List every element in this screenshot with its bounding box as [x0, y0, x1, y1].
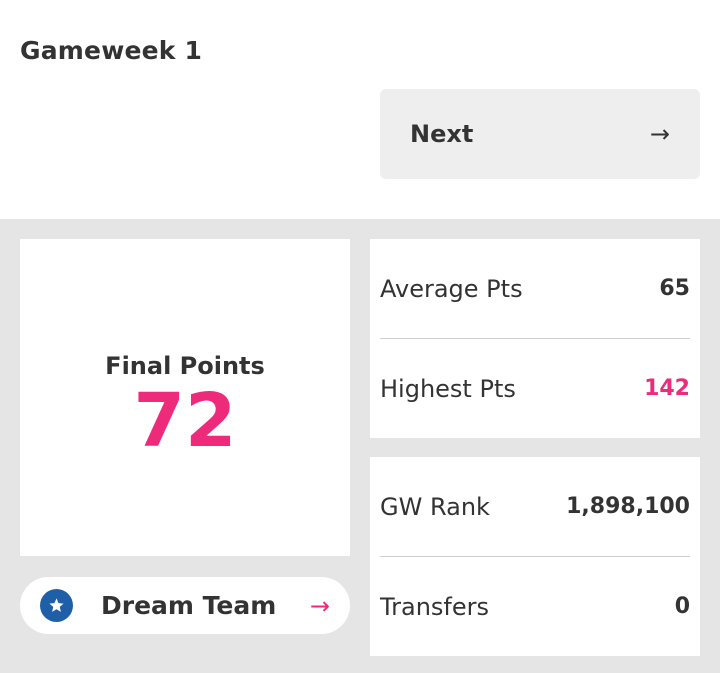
final-points-label: Final Points: [105, 351, 265, 380]
stat-row-highest[interactable]: Highest Pts 142: [380, 338, 690, 438]
highest-pts-label: Highest Pts: [380, 374, 516, 403]
dream-team-label: Dream Team: [101, 591, 277, 620]
next-button[interactable]: Next →: [380, 89, 700, 179]
stats-card-points: Average Pts 65 Highest Pts 142: [370, 239, 700, 438]
gw-rank-value: 1,898,100: [566, 494, 690, 519]
transfers-label: Transfers: [380, 592, 490, 621]
final-points-card: Final Points 72: [20, 239, 350, 556]
star-icon: [40, 589, 73, 622]
stat-row-average: Average Pts 65: [380, 239, 690, 338]
stats-card-rank: GW Rank 1,898,100 Transfers 0: [370, 457, 700, 656]
average-pts-label: Average Pts: [380, 274, 523, 303]
stat-row-gw-rank: GW Rank 1,898,100: [380, 457, 690, 556]
dream-team-button[interactable]: Dream Team →: [20, 577, 350, 634]
gw-rank-label: GW Rank: [380, 492, 490, 521]
average-pts-value: 65: [659, 276, 690, 301]
final-points-value: 72: [133, 377, 237, 464]
points-panel: Final Points 72 Dream Team → Average Pts…: [0, 219, 720, 673]
arrow-right-icon: →: [309, 591, 330, 620]
next-button-label: Next: [410, 120, 474, 148]
transfers-value: 0: [674, 594, 690, 619]
highest-pts-value: 142: [644, 376, 690, 401]
stat-row-transfers: Transfers 0: [380, 556, 690, 656]
arrow-right-icon: →: [649, 120, 670, 148]
page-title: Gameweek 1: [20, 36, 203, 65]
